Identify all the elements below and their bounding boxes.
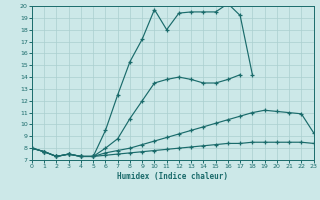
X-axis label: Humidex (Indice chaleur): Humidex (Indice chaleur)	[117, 172, 228, 181]
